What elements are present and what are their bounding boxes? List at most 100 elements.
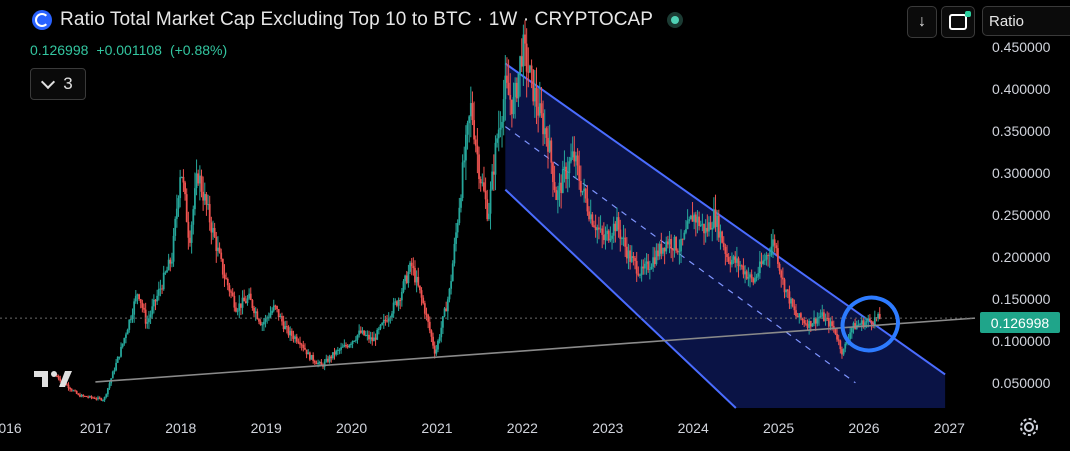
candle-body: [468, 116, 471, 124]
candle-body: [655, 250, 658, 265]
candle-body: [731, 259, 733, 265]
candle-body: [312, 354, 315, 361]
indicator-count: 3: [63, 74, 73, 93]
candle-body: [721, 231, 723, 243]
candle-body: [59, 378, 62, 381]
quote-line: 0.126998 +0.001108 (+0.88%): [30, 42, 227, 58]
candle-body: [660, 243, 663, 254]
candle-body: [402, 281, 405, 292]
candle-body: [433, 345, 436, 354]
candle-body: [456, 222, 459, 233]
candle-body: [382, 319, 385, 324]
candle-body: [593, 225, 595, 227]
candle-body: [223, 274, 226, 279]
candle-body: [583, 188, 586, 191]
candle-body: [809, 320, 812, 327]
candle-body: [397, 299, 400, 306]
candle-body: [550, 140, 553, 163]
candle-body: [616, 217, 618, 232]
candle-body: [767, 255, 769, 257]
candle-body: [148, 318, 150, 323]
x-tick-label: 2022: [507, 420, 538, 436]
candle-body: [581, 190, 584, 193]
candle-body: [750, 274, 753, 279]
candle-body: [415, 276, 418, 283]
candle-body: [460, 197, 462, 208]
candle-body: [366, 334, 369, 336]
candle-body: [634, 257, 636, 262]
candle-body: [392, 302, 395, 314]
candle-body: [195, 173, 198, 189]
candle-body: [381, 323, 384, 325]
candle-body: [735, 258, 738, 263]
candle-body: [177, 198, 180, 209]
candle-body: [749, 274, 751, 278]
y-axis: 0.450000 0.400000 0.350000 0.300000 0.250000…: [992, 39, 1051, 391]
candle-body: [111, 371, 114, 379]
candle-body: [294, 336, 296, 339]
candle-body: [172, 235, 175, 262]
candle-body: [323, 361, 326, 367]
candle-body: [243, 297, 246, 302]
candle-body: [180, 176, 183, 178]
candle-body: [374, 337, 377, 340]
candle-body: [335, 350, 338, 355]
candle-body: [249, 293, 252, 301]
candle-body: [455, 232, 457, 244]
candle-body: [476, 145, 479, 155]
candle-body: [448, 288, 451, 300]
candle-body: [487, 213, 490, 220]
candle-body: [708, 222, 710, 232]
candle-body: [305, 349, 308, 355]
candle-body: [384, 319, 387, 321]
candle-body: [652, 257, 655, 267]
candle-body: [297, 341, 300, 343]
candle-body: [361, 330, 364, 333]
x-axis: 016 2017 2018 2019 2020 2021 2022 2023 2024 2025 2…: [0, 420, 965, 436]
candle-body: [814, 317, 817, 324]
candle-body: [586, 198, 589, 212]
candle-body: [450, 281, 453, 289]
candle-body: [125, 334, 127, 338]
candle-body: [67, 384, 70, 389]
candle-body: [793, 306, 796, 311]
candle-body: [438, 337, 441, 341]
candle-body: [568, 161, 571, 174]
candle-body: [698, 216, 700, 227]
indicators-toggle-button[interactable]: 3: [30, 68, 86, 100]
candle-body: [808, 320, 811, 328]
symbol-title[interactable]: Ratio Total Market Cap Excluding Top 10 …: [60, 9, 654, 30]
candle-body: [824, 317, 827, 322]
candle-body: [376, 329, 379, 340]
candle-body: [98, 397, 101, 399]
candle-body: [461, 162, 464, 198]
settings-gear-icon[interactable]: [1019, 417, 1039, 437]
candle-body: [717, 215, 720, 238]
candle-body: [533, 87, 536, 102]
candle-body: [266, 317, 269, 319]
candle-body: [611, 235, 613, 239]
candle-body: [604, 234, 607, 241]
candle-body: [407, 271, 410, 283]
sync-button[interactable]: [941, 6, 975, 38]
candle-body: [688, 219, 691, 222]
download-icon: ↓: [918, 13, 926, 30]
candle-body: [164, 272, 167, 274]
candle-body: [801, 318, 804, 321]
candle-body: [373, 337, 375, 342]
y-tick-label: 0.150000: [992, 291, 1051, 307]
candle-body: [212, 228, 214, 233]
candle-body: [353, 340, 356, 342]
candle-body: [532, 69, 535, 102]
y-tick-label: 0.050000: [992, 375, 1051, 391]
scale-select[interactable]: Ratio: [982, 6, 1070, 36]
candle-body: [696, 216, 699, 223]
candle-body: [79, 394, 81, 397]
candle-body: [85, 396, 88, 398]
download-button[interactable]: ↓: [907, 6, 937, 38]
candle-body: [97, 397, 99, 399]
candle-body: [345, 344, 347, 347]
candle-body: [354, 339, 357, 341]
candle-body: [192, 209, 195, 225]
